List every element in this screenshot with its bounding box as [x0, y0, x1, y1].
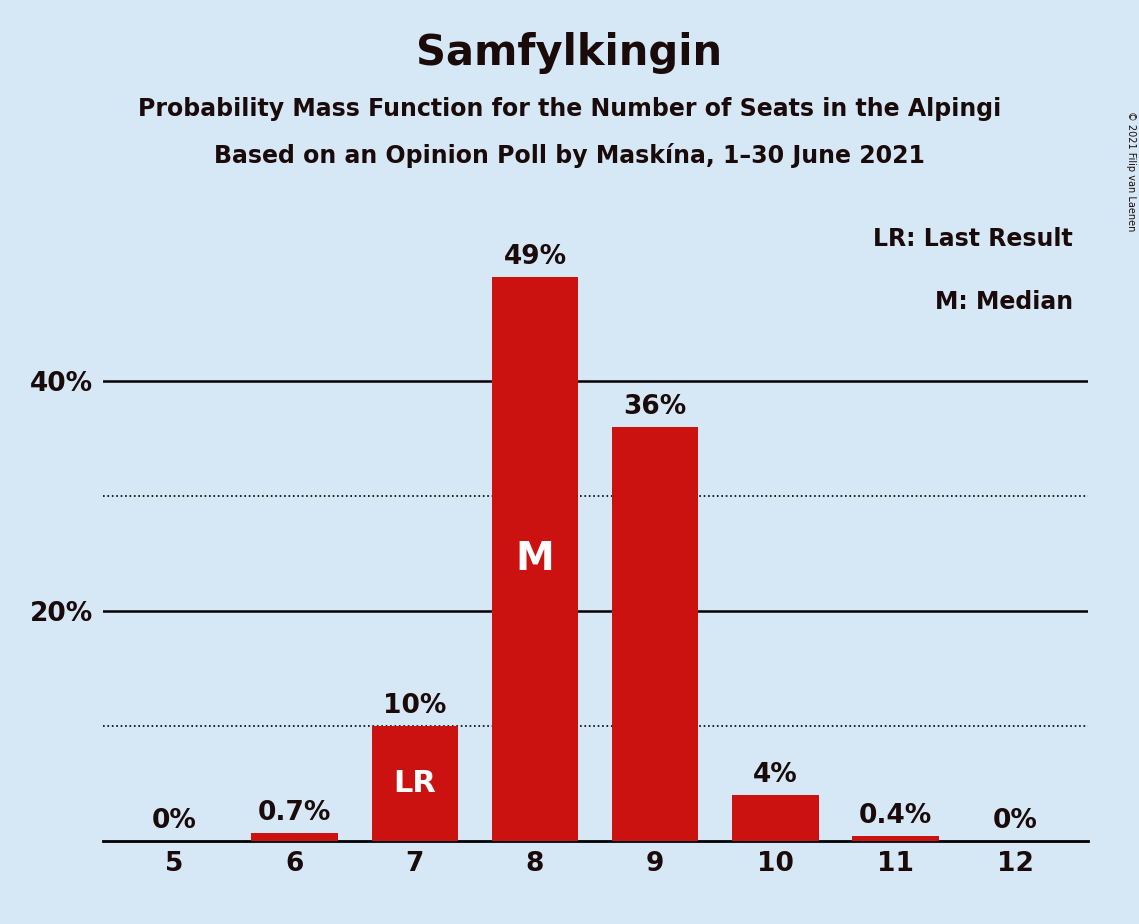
Text: 0%: 0%	[993, 808, 1038, 834]
Text: M: M	[516, 540, 555, 578]
Text: LR: LR	[393, 769, 436, 797]
Text: Samfylkingin: Samfylkingin	[417, 32, 722, 74]
Text: Based on an Opinion Poll by Maskína, 1–30 June 2021: Based on an Opinion Poll by Maskína, 1–3…	[214, 143, 925, 168]
Text: © 2021 Filip van Laenen: © 2021 Filip van Laenen	[1126, 111, 1136, 231]
Text: 0%: 0%	[153, 808, 197, 834]
Text: 0.7%: 0.7%	[259, 800, 331, 826]
Text: 4%: 4%	[753, 762, 797, 788]
Text: M: Median: M: Median	[935, 290, 1073, 314]
Bar	[492, 277, 579, 841]
Bar	[252, 833, 338, 841]
Bar	[732, 795, 819, 841]
Text: 36%: 36%	[623, 394, 687, 419]
Bar	[612, 427, 698, 841]
Text: 49%: 49%	[503, 244, 566, 270]
Bar	[852, 836, 939, 841]
Text: 0.4%: 0.4%	[859, 803, 932, 830]
Bar	[371, 725, 458, 841]
Text: Probability Mass Function for the Number of Seats in the Alpingi: Probability Mass Function for the Number…	[138, 97, 1001, 121]
Text: LR: Last Result: LR: Last Result	[874, 227, 1073, 251]
Text: 10%: 10%	[383, 693, 446, 719]
